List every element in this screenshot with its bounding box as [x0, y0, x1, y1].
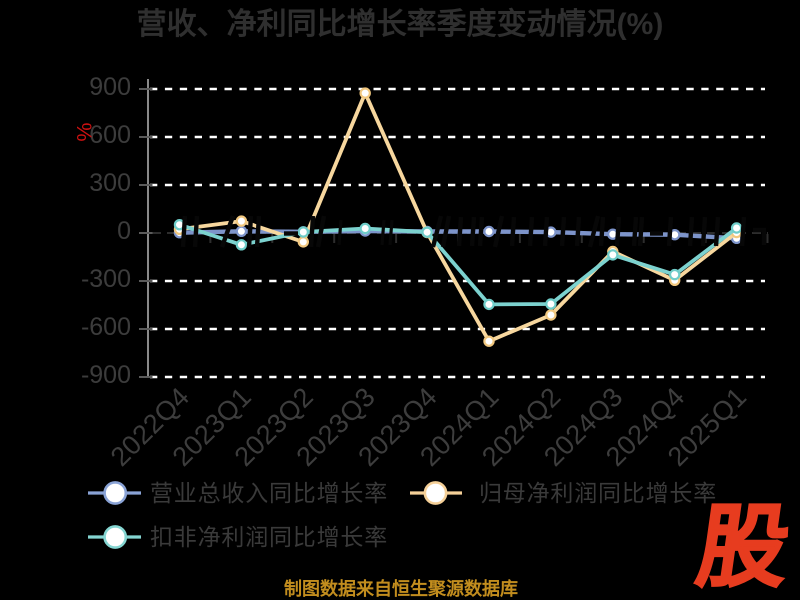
svg-text:600: 600	[89, 121, 131, 149]
svg-text:-300: -300	[81, 265, 131, 293]
svg-text:归母净利润同比增长率: 归母净利润同比增长率	[479, 480, 717, 506]
svg-text:-900: -900	[81, 361, 131, 389]
svg-text:%: %	[73, 122, 97, 141]
svg-text:制图数据来自恒生聚源数据库: 制图数据来自恒生聚源数据库	[284, 578, 518, 599]
svg-text:300: 300	[89, 169, 131, 197]
svg-text:900: 900	[89, 73, 131, 101]
svg-text:营收、净利同比增长率季度变动情况(%): 营收、净利同比增长率季度变动情况(%)	[137, 7, 664, 41]
svg-text:0: 0	[117, 217, 131, 245]
svg-text:股: 股	[691, 497, 795, 598]
svg-text:营业总收入同比增长率: 营业总收入同比增长率	[150, 480, 388, 506]
svg-text:扣非净利润同比增长率: 扣非净利润同比增长率	[150, 524, 388, 550]
svg-text:-600: -600	[81, 313, 131, 341]
